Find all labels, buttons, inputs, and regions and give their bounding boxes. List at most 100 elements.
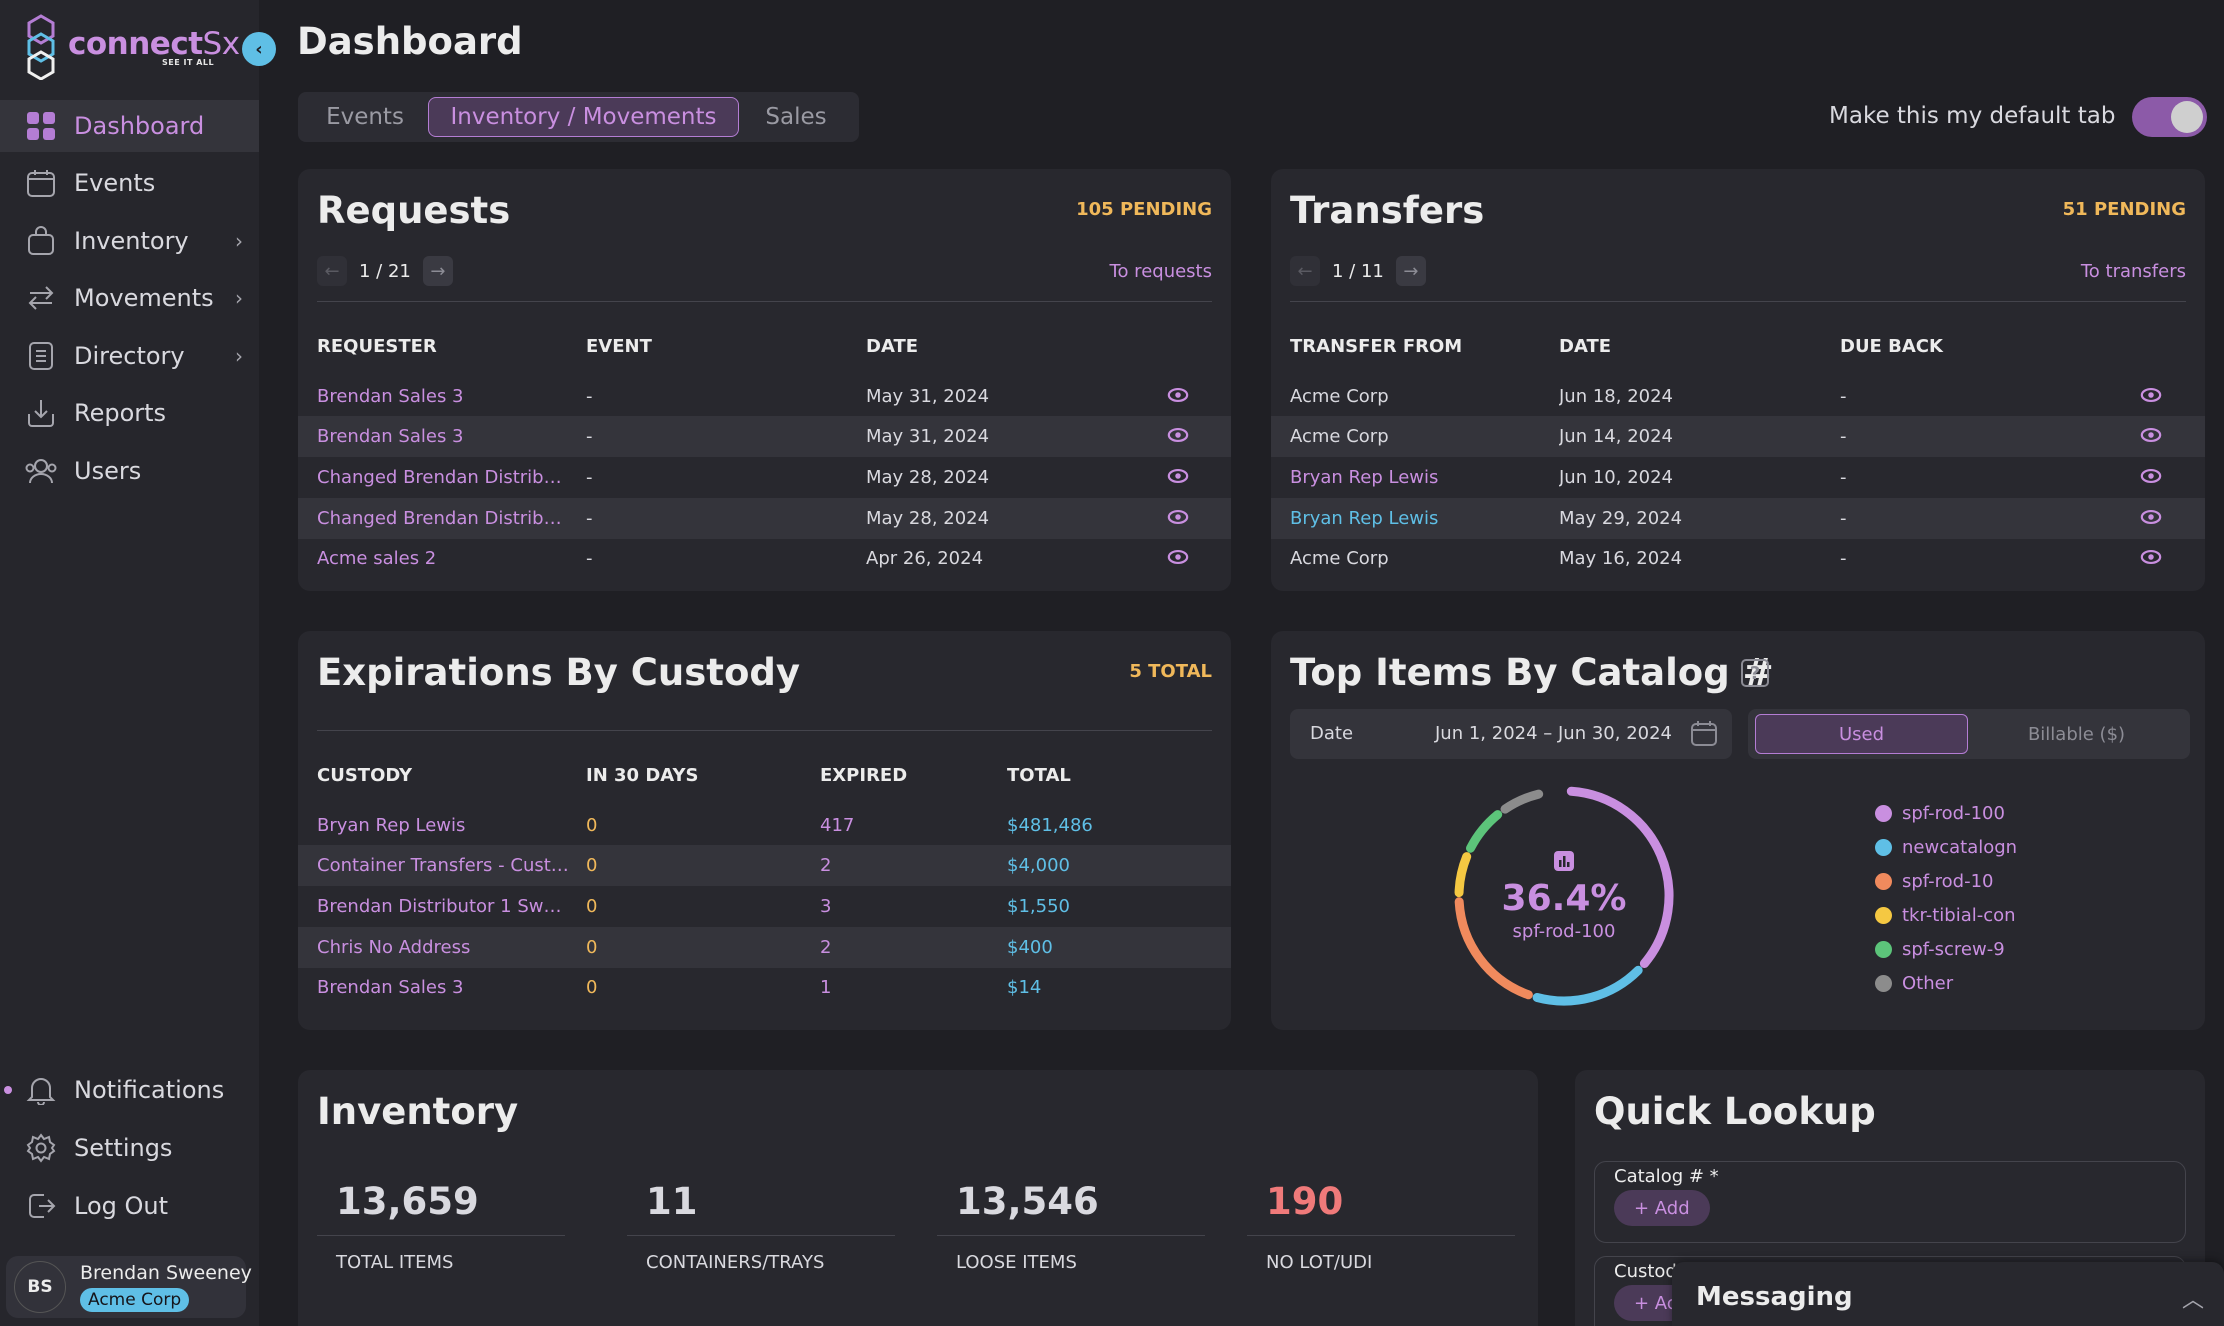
legend-item[interactable]: Other [1875, 966, 2017, 1000]
transfers-pager: ← 1 / 11 → [1290, 256, 1426, 286]
table-row[interactable]: Chris No Address 0 2 $400 [298, 927, 1231, 968]
sidebar-item-movements[interactable]: Movements › [0, 272, 259, 324]
top-items-card: Top Items By Catalog # ? Date Jun 1, 202… [1271, 631, 2205, 1030]
prev-page-button[interactable]: ← [1290, 256, 1320, 286]
sidebar-item-label: Users [74, 457, 142, 485]
sidebar-item-users[interactable]: Users [0, 445, 259, 497]
default-tab-toggle[interactable] [2132, 97, 2207, 137]
requester-cell[interactable]: Brendan Sales 3 [317, 426, 464, 447]
legend-item[interactable]: newcatalogn [1875, 830, 2017, 864]
eye-icon[interactable] [2140, 506, 2162, 528]
donut-slice-spf-rod-10[interactable] [1454, 897, 1533, 1000]
legend-item[interactable]: tkr-tibial-con [1875, 898, 2017, 932]
tab-events[interactable]: Events [326, 104, 404, 130]
table-row[interactable]: Brendan Sales 3 - May 31, 2024 [298, 376, 1231, 417]
tab-inventory-movements[interactable]: Inventory / Movements [428, 97, 739, 137]
requests-pager: ← 1 / 21 → [317, 256, 453, 286]
custody-cell[interactable]: Brendan Distributor 1 Sweeney [317, 896, 569, 917]
stat-label: CONTAINERS/TRAYS [646, 1252, 825, 1273]
custody-cell[interactable]: Brendan Sales 3 [317, 977, 464, 998]
calendar-icon [1691, 721, 1717, 746]
eye-icon[interactable] [1167, 465, 1189, 487]
eye-icon[interactable] [2140, 384, 2162, 406]
eye-icon[interactable] [1167, 384, 1189, 406]
user-card[interactable]: BS Brendan Sweeney Acme Corp [6, 1256, 252, 1318]
legend-dot [1875, 872, 1892, 890]
donut-slice-other[interactable] [1500, 789, 1544, 814]
arrows-exchange-icon [24, 281, 58, 315]
messaging-panel[interactable]: Messaging ︿ [1672, 1262, 2224, 1326]
date-range-picker[interactable]: Date Jun 1, 2024 – Jun 30, 2024 [1290, 709, 1732, 759]
expired-cell: 417 [820, 815, 855, 836]
table-row[interactable]: Bryan Rep Lewis Jun 10, 2024 - [1271, 457, 2205, 498]
sidebar-item-directory[interactable]: Directory › [0, 330, 259, 382]
donut-slice-spf-screw-9[interactable] [1465, 810, 1503, 853]
column-header: IN 30 DAYS [586, 765, 699, 786]
chevron-up-icon[interactable]: ︿ [2181, 1288, 2204, 1313]
table-row[interactable]: Changed Brendan Distributor 1 - May 28, … [298, 457, 1231, 498]
requester-cell[interactable]: Brendan Sales 3 [317, 386, 464, 407]
eye-icon[interactable] [1167, 546, 1189, 568]
requester-cell[interactable]: Acme sales 2 [317, 548, 437, 569]
sidebar-item-notifications[interactable]: Notifications [0, 1064, 259, 1116]
table-row[interactable]: Acme sales 2 - Apr 26, 2024 [298, 538, 1231, 579]
sidebar-item-settings[interactable]: Settings [0, 1122, 259, 1174]
transfer-from-cell[interactable]: Bryan Rep Lewis [1290, 508, 1439, 529]
expired-cell: 3 [820, 896, 832, 917]
billable-option[interactable]: Billable ($) [2027, 723, 2126, 745]
donut-slice-tkr-tibial-con[interactable] [1454, 852, 1472, 898]
table-row[interactable]: Brendan Sales 3 0 1 $14 [298, 967, 1231, 1008]
to-requests-link[interactable]: To requests [1109, 261, 1212, 282]
eye-icon[interactable] [2140, 424, 2162, 446]
custody-cell[interactable]: Bryan Rep Lewis [317, 815, 466, 836]
transfer-from-cell[interactable]: Bryan Rep Lewis [1290, 467, 1439, 488]
total-cell: $4,000 [1007, 855, 1070, 876]
sidebar-item-inventory[interactable]: Inventory › [0, 215, 259, 267]
table-row[interactable]: Acme Corp Jun 18, 2024 - [1271, 376, 2205, 417]
donut-slice-spf-rod-100[interactable] [1566, 786, 1674, 969]
table-row[interactable]: Bryan Rep Lewis May 29, 2024 - [1271, 498, 2205, 539]
eye-icon[interactable] [2140, 465, 2162, 487]
notification-dot [4, 1086, 12, 1094]
table-row[interactable]: Brendan Sales 3 - May 31, 2024 [298, 416, 1231, 457]
to-transfers-link[interactable]: To transfers [2080, 261, 2186, 282]
table-row[interactable]: Container Transfers - Custody 0 2 $4,000 [298, 845, 1231, 886]
expired-cell: 2 [820, 937, 832, 958]
legend-item[interactable]: spf-screw-9 [1875, 932, 2017, 966]
table-row[interactable]: Brendan Distributor 1 Sweeney 0 3 $1,550 [298, 886, 1231, 927]
add-catalog-button[interactable]: + Add [1614, 1190, 1710, 1226]
sidebar-item-reports[interactable]: Reports [0, 387, 259, 439]
stat-label: NO LOT/UDI [1266, 1252, 1373, 1273]
legend-item[interactable]: spf-rod-100 [1875, 796, 2017, 830]
requester-cell[interactable]: Changed Brendan Distributor 1 [317, 508, 567, 529]
prev-page-button[interactable]: ← [317, 256, 347, 286]
eye-icon[interactable] [2140, 546, 2162, 568]
tab-sales[interactable]: Sales [765, 104, 827, 130]
catalog-field[interactable]: Catalog # * + Add [1594, 1161, 2186, 1243]
top-items-title: Top Items By Catalog # [1290, 651, 1774, 694]
top-items-donut-chart [1454, 786, 1674, 1006]
table-row[interactable]: Changed Brendan Distributor 1 - May 28, … [298, 498, 1231, 539]
table-row[interactable]: Acme Corp May 16, 2024 - [1271, 538, 2205, 579]
used-option[interactable]: Used [1755, 714, 1968, 754]
eye-icon[interactable] [1167, 506, 1189, 528]
collapse-sidebar-button[interactable]: ‹ [242, 32, 276, 66]
legend-dot [1875, 940, 1892, 958]
table-row[interactable]: Acme Corp Jun 14, 2024 - [1271, 416, 2205, 457]
donut-slice-newcatalogn[interactable] [1532, 965, 1643, 1006]
next-page-button[interactable]: → [422, 256, 453, 286]
arrow-right-icon: → [1403, 260, 1419, 282]
help-icon[interactable]: ? [1741, 659, 1769, 687]
next-page-button[interactable]: → [1395, 256, 1426, 286]
sidebar-item-logout[interactable]: Log Out [0, 1180, 259, 1232]
event-cell: - [586, 548, 593, 569]
table-row[interactable]: Bryan Rep Lewis 0 417 $481,486 [298, 805, 1231, 846]
legend-item[interactable]: spf-rod-10 [1875, 864, 2017, 898]
custody-cell[interactable]: Container Transfers - Custody [317, 855, 569, 876]
sidebar-item-dashboard[interactable]: Dashboard [0, 100, 259, 152]
app-logo[interactable]: connectSx SEE IT ALL [24, 14, 240, 80]
sidebar-item-events[interactable]: Events [0, 157, 259, 209]
eye-icon[interactable] [1167, 424, 1189, 446]
custody-cell[interactable]: Chris No Address [317, 937, 471, 958]
requester-cell[interactable]: Changed Brendan Distributor 1 [317, 467, 567, 488]
